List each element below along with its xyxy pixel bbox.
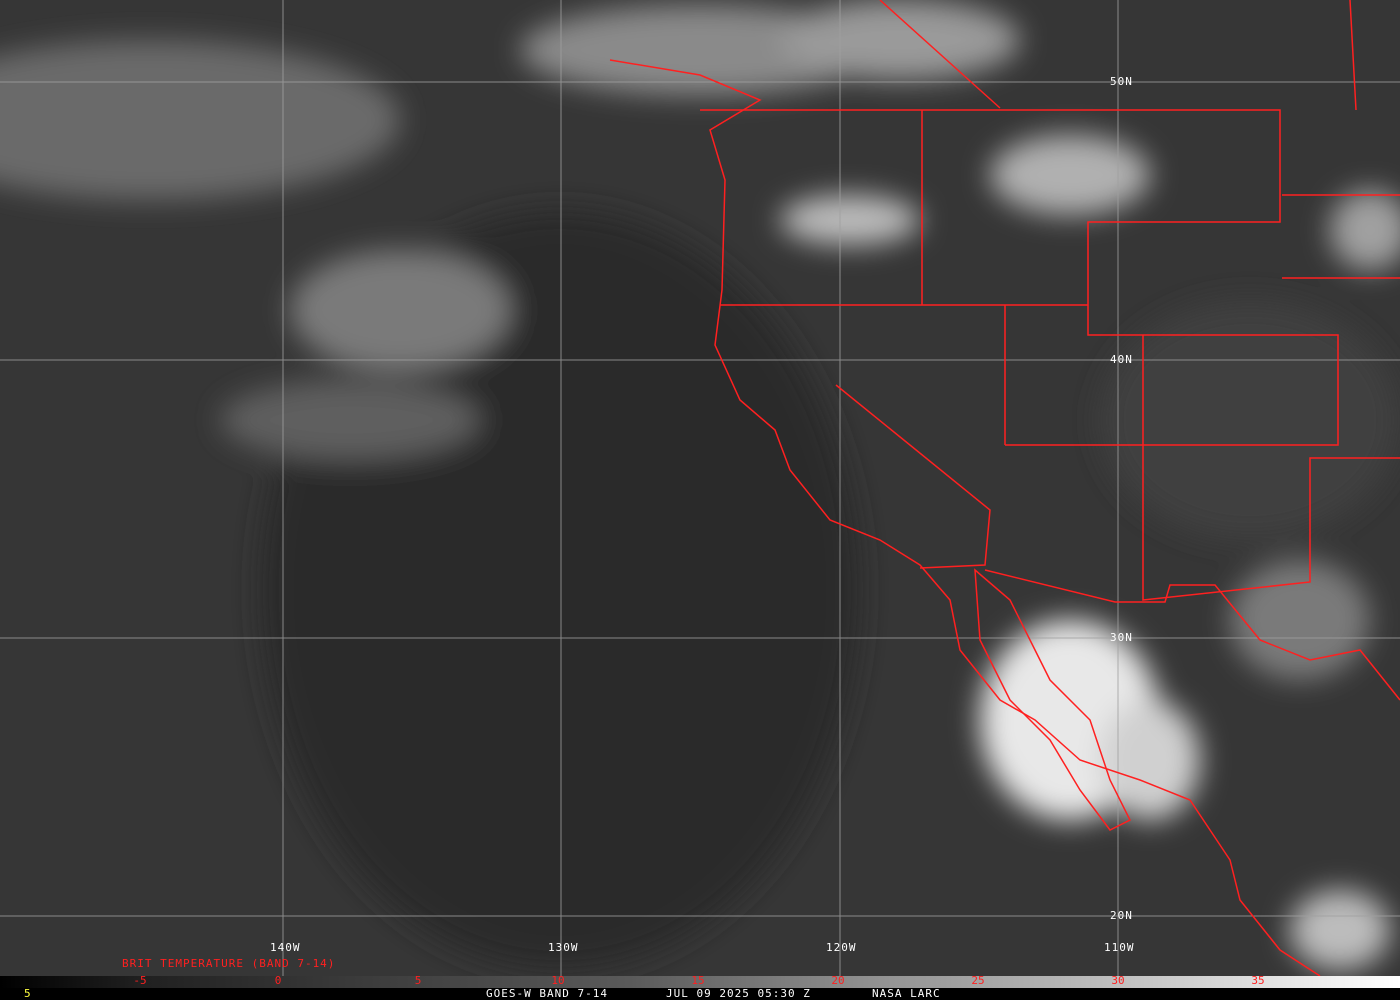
colorbar-tick: 0 <box>274 974 282 987</box>
source-label: NASA LARC <box>872 987 941 1000</box>
colorbar-tick: 30 <box>1111 974 1125 987</box>
colorbar-tick: 20 <box>831 974 845 987</box>
colorbar-tick: 5 <box>414 974 422 987</box>
map-canvas <box>0 0 1400 976</box>
political-borders <box>609 0 1400 976</box>
satellite-label: GOES-W BAND 7-14 <box>486 987 608 1000</box>
color-bar: -5 0 5 10 15 20 25 30 35 <box>0 974 1400 988</box>
lon-label-120w: 120W <box>826 941 857 954</box>
colorbar-tick: 25 <box>971 974 985 987</box>
datetime-label: JUL 09 2025 05:30 Z <box>666 987 811 1000</box>
colorbar-tick: 15 <box>691 974 705 987</box>
lon-label-140w: 140W <box>270 941 301 954</box>
lat-label-20n: 20N <box>1110 909 1133 922</box>
colorbar-tick: 10 <box>551 974 565 987</box>
legend-title: BRIT TEMPERATURE (BAND 7-14) <box>122 957 336 970</box>
colorbar-tick: -5 <box>133 974 147 987</box>
lon-label-110w: 110W <box>1104 941 1135 954</box>
footer-bar: 5 GOES-W BAND 7-14 JUL 09 2025 05:30 Z N… <box>0 987 1400 1000</box>
graticule <box>0 0 1400 976</box>
lat-label-30n: 30N <box>1110 631 1133 644</box>
lat-label-40n: 40N <box>1110 353 1133 366</box>
lon-label-130w: 130W <box>548 941 579 954</box>
colorbar-tick: 35 <box>1251 974 1265 987</box>
lat-label-50n: 50N <box>1110 75 1133 88</box>
colorbar-left-value: 5 <box>24 987 32 1000</box>
